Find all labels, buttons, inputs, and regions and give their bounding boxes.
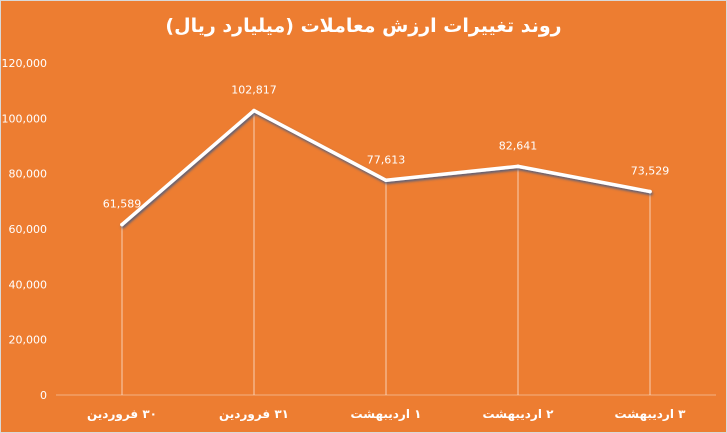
- x-tick-label: ۳۱ فروردین: [219, 407, 289, 422]
- y-tick-label: 80,000: [9, 168, 48, 181]
- series-line: [120, 108, 652, 227]
- data-label: 77,613: [367, 153, 406, 166]
- data-point: [648, 189, 652, 194]
- y-tick-label: 20,000: [9, 334, 48, 347]
- data-label: 102,817: [231, 84, 277, 97]
- x-tick-label: ۱ اردیبهشت: [351, 407, 422, 421]
- y-tick-label: 60,000: [9, 223, 48, 236]
- data-label: 73,529: [631, 165, 670, 178]
- x-tick-label: ۲ اردیبهشت: [483, 407, 555, 421]
- data-point: [384, 178, 388, 183]
- x-axis: ۳۰ فروردین ۳۱ فروردین ۱ اردیبهشت ۲ اردیبهشت…: [56, 394, 716, 422]
- y-tick-label: 40,000: [9, 278, 48, 291]
- y-axis: 0 20,000 40,000 60,000 80,000 100,000 120,000: [2, 57, 48, 402]
- y-tick-label: 100,000: [2, 112, 48, 125]
- data-label: 82,641: [499, 139, 538, 152]
- drop-lines: [121, 110, 651, 395]
- data-labels: 61,589 102,817 77,613 82,641 73,529: [103, 84, 670, 211]
- data-point: [516, 164, 520, 169]
- y-tick-label: 120,000: [2, 57, 48, 70]
- x-tick-label: ۳۰ فروردین: [87, 407, 157, 422]
- data-point: [252, 108, 256, 113]
- x-tick-label: ۳ اردیبهشت: [615, 407, 687, 421]
- data-point: [120, 222, 124, 227]
- data-label: 61,589: [103, 198, 142, 211]
- chart-title: روند تغییرات ارزش معاملات (میلیارد ریال): [165, 15, 562, 37]
- y-tick-label: 0: [40, 389, 47, 402]
